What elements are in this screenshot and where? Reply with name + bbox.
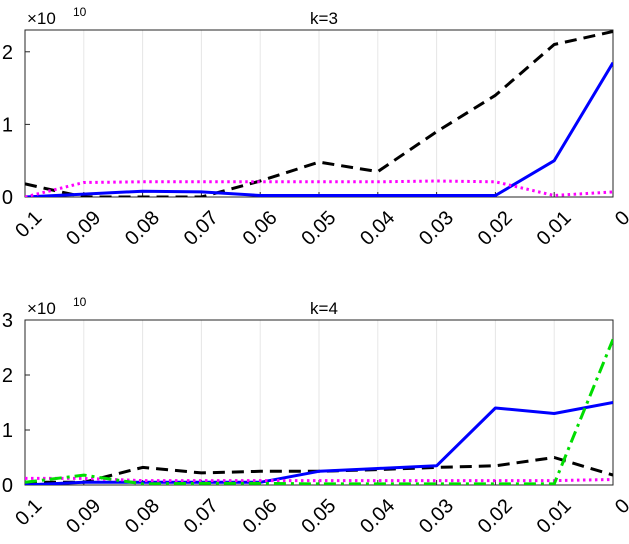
x-tick-label: 0.04 <box>356 207 399 250</box>
x-tick-label: 0.06 <box>239 207 282 250</box>
x-tick-label: 0.09 <box>62 207 105 250</box>
series-line-dotted <box>25 476 613 483</box>
x-tick-label: 0.1 <box>11 495 46 530</box>
x-tick-label: 0.07 <box>180 207 223 250</box>
y-tick-label: 0 <box>2 475 13 497</box>
y-tick-label: 1 <box>2 114 13 136</box>
x-tick-label: 0.02 <box>474 207 517 250</box>
y-tick-label: 0 <box>2 187 13 209</box>
x-tick-label: 0.03 <box>415 207 458 250</box>
x-tick-label: 0.06 <box>239 495 282 538</box>
exponent-label: ×10 <box>27 299 56 318</box>
chart-title: k=3 <box>310 9 338 28</box>
y-tick-label: 3 <box>2 310 13 332</box>
x-tick-label: 0.09 <box>62 495 105 538</box>
y-tick-label: 1 <box>2 420 13 442</box>
chart-panel-k3: 0.1 0.09 0.08 0.07 0.06 0.05 0.04 0.03 0.02 0.01 0… <box>2 5 629 250</box>
x-tick-label: 0.01 <box>533 207 576 250</box>
x-tick-label: 0.02 <box>474 495 517 538</box>
series-line-dotted <box>25 179 613 197</box>
y-tick-label: 2 <box>2 42 13 64</box>
x-tick-label: 0.05 <box>297 495 340 538</box>
x-tick-label: 0 <box>611 207 629 230</box>
x-tick-label: 0.07 <box>180 495 223 538</box>
chart-title: k=4 <box>310 299 338 318</box>
x-tick-label: 0.03 <box>415 495 458 538</box>
x-tick-label: 0.08 <box>121 495 164 538</box>
x-tick-label: 0.05 <box>297 207 340 250</box>
y-tick-label: 2 <box>2 365 13 387</box>
chart-panel-k4: 0.1 0.09 0.08 0.07 0.06 0.05 0.04 0.03 0.02 0.01 0… <box>2 295 629 538</box>
x-tick-label: 0.04 <box>356 495 399 538</box>
exponent-label: ×10 <box>27 9 56 28</box>
x-tick-label: 0 <box>611 495 629 518</box>
series-line-solid <box>25 61 613 197</box>
x-tick-label: 0.01 <box>533 495 576 538</box>
x-tick-label: 0.08 <box>121 207 164 250</box>
x-tick-label: 0.1 <box>11 207 46 242</box>
exponent-power: 10 <box>73 295 87 309</box>
series-line-solid <box>25 401 613 485</box>
exponent-power: 10 <box>73 5 87 19</box>
